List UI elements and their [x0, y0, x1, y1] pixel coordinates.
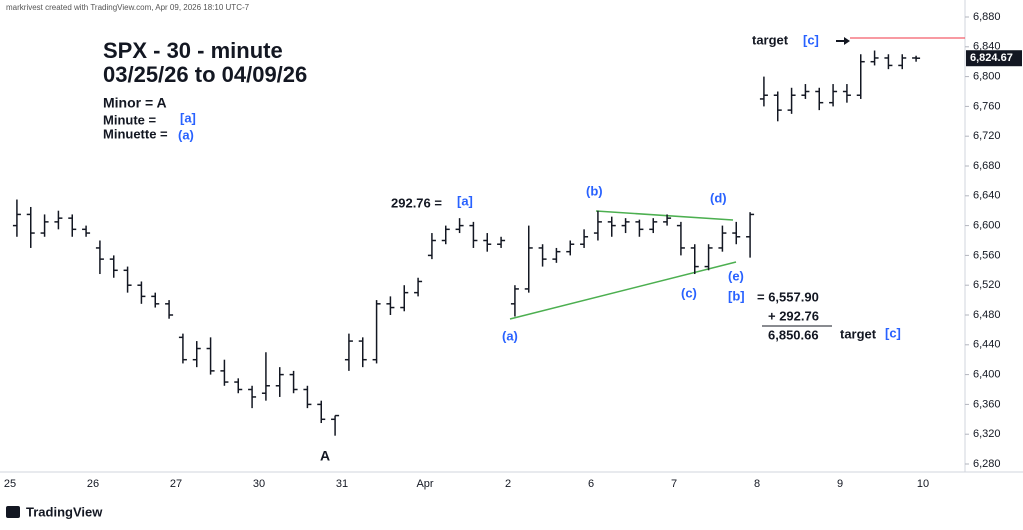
y-tick-label: 6,640: [973, 190, 1001, 202]
x-tick-label: 6: [588, 478, 594, 490]
y-tick-label: 6,360: [973, 398, 1001, 410]
arrow-head: [844, 37, 850, 45]
last-price-label: 6,824.67: [970, 52, 1013, 64]
y-tick-label: 6,680: [973, 160, 1001, 172]
annotation: [b]: [728, 288, 745, 303]
annotation: (a): [178, 127, 194, 142]
x-tick-label: 9: [837, 478, 843, 490]
annotation: (b): [586, 183, 603, 198]
logo: [6, 506, 20, 518]
annotation: = 6,557.90: [757, 289, 819, 304]
y-tick-label: 6,600: [973, 220, 1001, 232]
annotation: [a]: [457, 193, 473, 208]
footer: TradingView: [26, 504, 103, 519]
last-price-box: [966, 50, 1022, 67]
y-tick-label: 6,480: [973, 309, 1001, 321]
x-tick-label: 7: [671, 478, 677, 490]
annotation: 6,850.66: [768, 327, 819, 342]
x-tick-label: 25: [4, 478, 16, 490]
annotation: A: [320, 448, 330, 464]
x-tick-label: Apr: [416, 478, 433, 490]
annotation: [c]: [885, 325, 901, 340]
annotation: (e): [728, 268, 744, 283]
annotation: Minuette =: [103, 126, 168, 141]
x-tick-label: 30: [253, 478, 265, 490]
trendline: [595, 210, 734, 221]
annotation: Minor = A: [103, 95, 167, 111]
annotation: + 292.76: [768, 308, 819, 323]
x-tick-label: 27: [170, 478, 182, 490]
annotation: (d): [710, 190, 727, 205]
annotation: [c]: [803, 32, 819, 47]
y-tick-label: 6,880: [973, 11, 1001, 23]
annotation: (c): [681, 285, 697, 300]
header: markrivest created with TradingView.com,…: [6, 3, 250, 12]
y-tick-label: 6,800: [973, 71, 1001, 83]
y-tick-label: 6,440: [973, 339, 1001, 351]
x-tick-label: 8: [754, 478, 760, 490]
annotation: target: [840, 326, 877, 341]
x-tick-label: 10: [917, 478, 929, 490]
y-tick-label: 6,560: [973, 249, 1001, 261]
annotation: [a]: [180, 110, 196, 125]
y-tick-label: 6,760: [973, 100, 1001, 112]
annotation: SPX - 30 - minute: [103, 38, 283, 63]
y-tick-label: 6,840: [973, 41, 1001, 53]
y-tick-label: 6,520: [973, 279, 1001, 291]
y-tick-label: 6,320: [973, 428, 1001, 440]
y-tick-label: 6,280: [973, 458, 1001, 470]
annotation: target: [752, 32, 789, 47]
y-tick-label: 6,400: [973, 369, 1001, 381]
x-tick-label: 2: [505, 478, 511, 490]
annotation: 292.76 =: [391, 195, 442, 210]
annotation: Minute =: [103, 112, 156, 127]
annotation: (a): [502, 328, 518, 343]
trendline: [509, 261, 737, 320]
x-tick-label: 31: [336, 478, 348, 490]
annotation: 03/25/26 to 04/09/26: [103, 62, 307, 87]
x-tick-label: 26: [87, 478, 99, 490]
y-tick-label: 6,720: [973, 130, 1001, 142]
